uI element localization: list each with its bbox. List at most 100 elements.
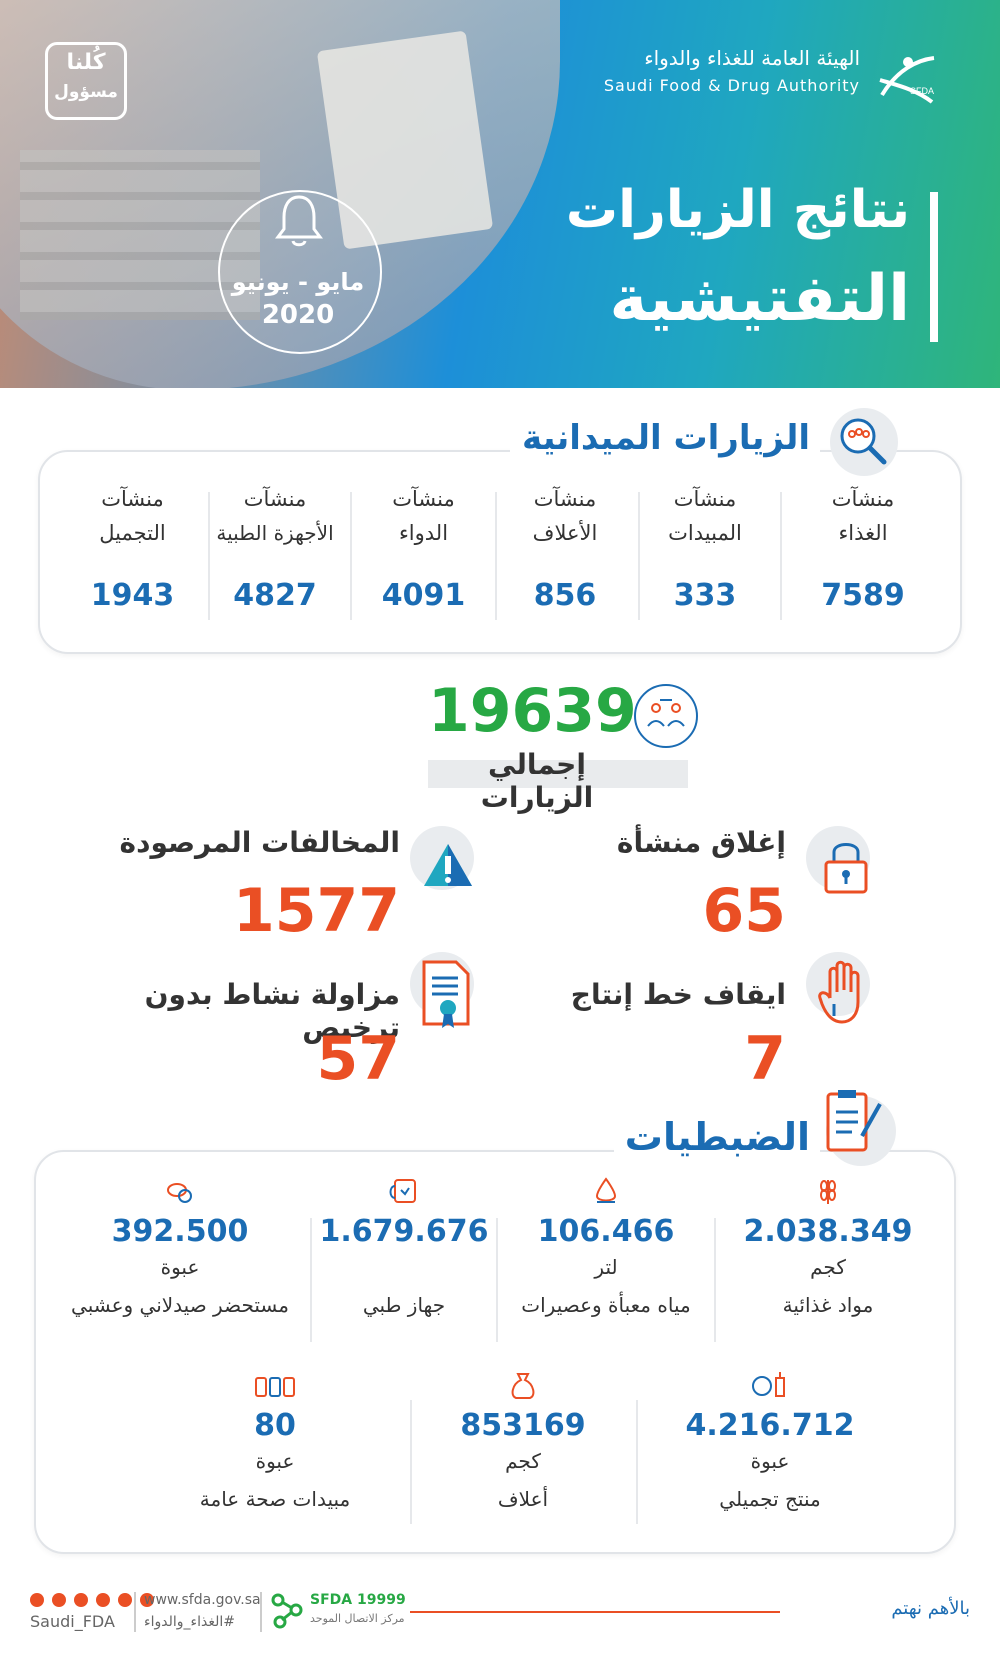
unlicensed-value: 57 — [316, 1024, 401, 1094]
seizure-water: 106.466 لتر مياه معبأة وعصيرات — [498, 1176, 714, 1317]
footer-hashtag[interactable]: #الغذاء_والدواء — [144, 1614, 235, 1630]
category-label: منشآت — [243, 487, 307, 511]
seizure-value: 80 — [254, 1408, 296, 1443]
stop-line-label: ايقاف خط إنتاج — [570, 978, 786, 1011]
search-people-icon — [840, 418, 887, 465]
youtube-icon[interactable] — [96, 1593, 111, 1607]
pills-icon — [167, 1183, 192, 1203]
seizure-value: 106.466 — [537, 1214, 675, 1249]
footer-handle[interactable]: Saudi_FDA — [30, 1612, 115, 1631]
twitter-icon[interactable] — [30, 1593, 44, 1607]
lock-icon — [824, 843, 868, 894]
category-count: 7589 — [821, 578, 905, 613]
category-label: منشآت — [533, 487, 597, 511]
column-divider — [636, 1400, 638, 1524]
logo-line1: كُلنا — [66, 50, 106, 75]
category-label: منشآت — [673, 487, 737, 511]
social-icons — [30, 1592, 155, 1611]
logo-line2: مسؤول — [54, 82, 118, 102]
instagram-icon[interactable] — [74, 1593, 89, 1607]
seizure-name: جهاز طبي — [362, 1293, 446, 1317]
category-label: الدواء — [398, 521, 449, 545]
linkedin-icon[interactable] — [118, 1593, 133, 1607]
people-exchange-icon — [634, 684, 698, 748]
seizure-value: 4.216.712 — [685, 1408, 855, 1443]
footer-hotline[interactable]: SFDA 19999 — [310, 1592, 406, 1608]
seizure-name: مواد غذائية — [782, 1293, 874, 1317]
violations-label: المخالفات المرصودة — [119, 826, 400, 859]
seizure-value: 392.500 — [111, 1214, 249, 1249]
total-visits-value: 19639 — [428, 676, 637, 746]
category-label: التجميل — [99, 521, 166, 545]
seizures-title: الضبطيات — [614, 1106, 820, 1168]
authority-name-ar: الهيئة العامة للغذاء والدواء — [644, 46, 860, 70]
closure-value: 65 — [702, 876, 787, 946]
category-label: منشآت — [101, 487, 164, 511]
certificate-icon — [422, 960, 470, 1028]
column-divider — [638, 492, 640, 620]
title-line2: التفتيشية — [609, 262, 910, 336]
category-count: 856 — [533, 578, 597, 613]
people-exchange-glyph-icon — [647, 699, 685, 727]
unlicensed-label: مزاولة نشاط بدون ترخيص — [144, 978, 400, 1044]
footer-hotline-sub: مركز الاتصال الموحد — [310, 1612, 405, 1625]
wheat-icon — [820, 1180, 836, 1204]
column-divider — [310, 1218, 312, 1342]
sfda-logo-icon: SFDA — [879, 56, 935, 104]
seizure-pesticides: 80 عبوة مبيدات صحة عامة — [160, 1370, 390, 1511]
closure-label: إغلاق منشأة — [616, 826, 786, 859]
category-label: الغذاء — [838, 521, 888, 545]
seizure-unit: عبوة — [255, 1449, 295, 1473]
footer-divider — [134, 1592, 136, 1632]
seizure-pharma: 392.500 عبوة مستحضر صيدلاني وعشبي — [50, 1176, 310, 1317]
seizure-name: مياه معبأة وعصيرات — [521, 1293, 691, 1317]
kulluna-masool-logo: كُلنا مسؤول — [45, 42, 127, 120]
seizure-unit: كجم — [810, 1255, 846, 1279]
water-drop-icon — [595, 1177, 617, 1203]
stop-line-value: 7 — [744, 1024, 786, 1094]
seizure-unit: عبوة — [750, 1449, 790, 1473]
category-pesticides: منشآت المبيدات 333 — [630, 482, 780, 613]
field-visits-title: الزيارات الميدانية — [510, 410, 820, 466]
category-label: المبيدات — [668, 521, 742, 545]
period-months: مايو - يونيو — [231, 268, 365, 296]
phone-network-icon — [271, 1593, 303, 1629]
facebook-icon[interactable] — [140, 1593, 155, 1607]
bell-icon — [275, 195, 323, 247]
footer-website[interactable]: www.sfda.gov.sa — [144, 1592, 261, 1608]
column-divider — [350, 492, 352, 620]
sack-icon — [511, 1373, 535, 1399]
seizures-panel — [34, 1150, 956, 1554]
seizure-name: مستحضر صيدلاني وعشبي — [71, 1293, 289, 1317]
category-label: منشآت — [831, 487, 895, 511]
column-divider — [714, 1218, 716, 1342]
category-medical-devices: منشآت الأجهزة الطبية 4827 — [200, 482, 350, 613]
seizure-cosmetics: 4.216.712 عبوة منتج تجميلي — [650, 1370, 890, 1511]
column-divider — [208, 492, 210, 620]
total-visits-label: إجمالي الزيارات — [480, 748, 594, 814]
stop-hand-icon — [818, 960, 860, 1024]
title-accent-bar — [930, 192, 938, 342]
category-count: 4827 — [233, 578, 317, 613]
seizure-name: منتج تجميلي — [719, 1487, 821, 1511]
seizure-name: أعلاف — [497, 1487, 549, 1511]
seizure-unit: كجم — [505, 1449, 541, 1473]
column-divider — [410, 1400, 412, 1524]
total-label-bg — [428, 760, 688, 788]
seizure-food: 2.038.349 كجم مواد غذائية — [718, 1176, 938, 1317]
category-label: الأعلاف — [532, 521, 598, 545]
snapchat-icon[interactable] — [52, 1593, 67, 1607]
seizure-unit — [312, 1255, 496, 1279]
category-label: الأجهزة الطبية — [216, 521, 334, 545]
field-visits-panel — [38, 450, 962, 654]
category-feed: منشآت الأعلاف 856 — [492, 482, 638, 613]
column-divider — [496, 1218, 498, 1342]
seizure-feed: 853169 كجم أعلاف — [412, 1370, 634, 1511]
category-count: 333 — [673, 578, 737, 613]
category-label: منشآت — [392, 487, 455, 511]
column-divider — [780, 492, 782, 620]
search-people-icon-bg — [830, 408, 898, 476]
pesticide-icon — [255, 1377, 295, 1397]
cosmetics-icon — [752, 1372, 785, 1397]
seizure-value: 1.679.676 — [319, 1214, 489, 1249]
